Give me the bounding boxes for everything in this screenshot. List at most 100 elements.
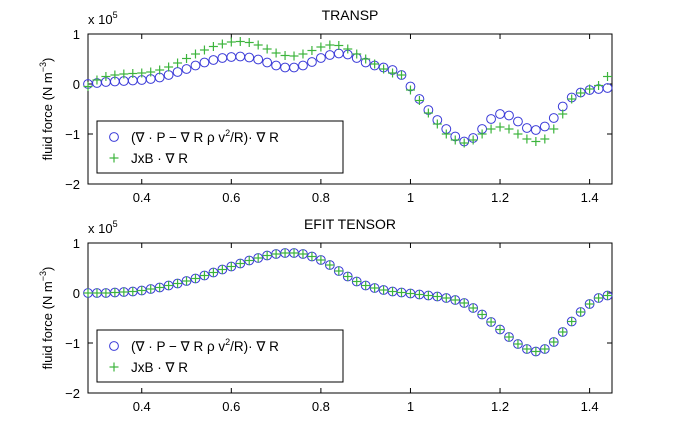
legend-marker-circle — [109, 132, 119, 142]
data-point-plus — [271, 249, 281, 259]
legend-label-main: JxB · ∇ R — [131, 360, 188, 375]
data-point-plus — [280, 51, 290, 60]
legend-label-tail: /R)· ∇ R — [230, 339, 279, 354]
y-axis-label-main: fluid force (N m — [40, 72, 55, 160]
data-point-plus — [540, 344, 550, 354]
data-point-plus — [405, 85, 415, 95]
data-point-plus — [486, 124, 496, 134]
data-point-plus — [226, 262, 236, 271]
data-point-plus — [343, 272, 353, 281]
series-plus — [83, 248, 613, 356]
data-point-plus — [199, 271, 209, 280]
data-point-plus — [110, 288, 120, 297]
x-tick-label: 0.6 — [222, 190, 240, 205]
data-point-circle — [181, 64, 192, 74]
data-point-plus — [146, 284, 156, 294]
data-point-circle — [226, 52, 237, 62]
data-point-plus — [217, 39, 227, 49]
data-point-circle — [253, 54, 264, 65]
data-point-plus — [173, 58, 183, 68]
scale-base: x 10 — [88, 12, 113, 27]
data-point-circle — [163, 70, 174, 80]
data-point-plus — [226, 37, 236, 47]
data-point-plus — [101, 288, 111, 298]
data-point-plus — [316, 42, 326, 52]
legend-label-main: (∇ · P − ∇ R ρ v — [131, 339, 225, 354]
data-point-plus — [450, 295, 460, 305]
data-point-plus — [137, 68, 147, 78]
chart-panel-2: EFIT TENSOR 0.4 0.6 0.8 1 1.2 1.4 1 0 −1 −2 x 105 fl… — [38, 216, 613, 414]
y-tick-label: −2 — [65, 177, 80, 192]
y-axis-label-close: ) — [40, 267, 55, 271]
data-point-plus — [603, 72, 613, 81]
data-point-circle — [504, 110, 514, 121]
data-point-circle — [244, 52, 255, 63]
data-point-plus — [190, 49, 200, 59]
data-point-plus — [379, 285, 389, 295]
x-tick-label: 0.8 — [312, 399, 330, 414]
data-point-plus — [92, 75, 102, 85]
data-point-plus — [217, 265, 227, 274]
data-point-circle — [262, 57, 273, 68]
data-point-plus — [83, 288, 93, 298]
data-point-plus — [379, 64, 389, 74]
data-point-plus — [316, 255, 326, 265]
x-tick-label: 1.4 — [581, 399, 599, 414]
data-point-plus — [155, 65, 165, 75]
data-point-plus — [513, 129, 523, 139]
data-point-plus — [361, 54, 371, 64]
data-point-plus — [495, 325, 505, 334]
data-point-plus — [414, 96, 424, 105]
data-point-plus — [262, 251, 272, 260]
x-tick-label: 1.2 — [491, 399, 509, 414]
data-point-plus — [244, 38, 254, 47]
legend-label: (∇ · P − ∇ R ρ v2/R)· ∇ R — [131, 337, 279, 354]
data-point-plus — [235, 37, 245, 46]
data-point-plus — [370, 59, 380, 69]
legend-label-exponent: 2 — [225, 337, 230, 347]
data-point-plus — [558, 109, 568, 119]
data-point-circle — [208, 55, 219, 65]
data-point-plus — [182, 276, 192, 286]
data-point-circle — [495, 109, 505, 119]
data-point-plus — [298, 249, 308, 259]
data-point-plus — [504, 124, 514, 134]
data-point-circle — [602, 83, 613, 93]
data-point-plus — [495, 122, 505, 132]
data-point-plus — [414, 290, 424, 299]
data-point-plus — [334, 41, 344, 50]
data-point-plus — [208, 42, 218, 51]
y-tick-label: 0 — [73, 286, 80, 301]
data-point-plus — [558, 327, 568, 337]
legend-label: JxB · ∇ R — [131, 360, 188, 375]
data-point-plus — [603, 291, 613, 300]
data-point-plus — [477, 129, 487, 139]
x-tick-label: 1.4 — [581, 190, 599, 205]
data-point-plus — [128, 69, 138, 78]
data-point-plus — [361, 281, 371, 290]
legend: (∇ · P − ∇ R ρ v2/R)· ∇ R JxB · ∇ R — [96, 120, 344, 174]
data-point-plus — [128, 287, 138, 296]
data-point-plus — [585, 299, 595, 309]
data-point-plus — [253, 253, 263, 263]
legend: (∇ · P − ∇ R ρ v2/R)· ∇ R JxB · ∇ R — [96, 329, 344, 383]
chart-panel-1: TRANSP 0.4 0.6 0.8 1 1.2 1.4 1 0 −1 −2 x 105 fluid f… — [38, 7, 613, 205]
data-point-plus — [155, 283, 165, 292]
x-tick-label: 0.8 — [312, 190, 330, 205]
data-point-plus — [567, 317, 577, 326]
data-point-plus — [522, 344, 532, 354]
legend-label-exponent: 2 — [225, 128, 230, 138]
data-point-plus — [110, 70, 120, 80]
data-point-plus — [137, 286, 147, 295]
y-axis-label: fluid force (N m−3) — [38, 267, 55, 370]
data-point-circle — [548, 113, 559, 123]
data-point-plus — [423, 291, 433, 300]
x-tick-label: 0.4 — [133, 190, 151, 205]
data-point-plus — [101, 72, 111, 81]
data-point-plus — [432, 292, 442, 301]
data-point-circle — [315, 53, 326, 63]
chart-title: EFIT TENSOR — [304, 216, 396, 232]
y-axis-label-close: ) — [40, 58, 55, 62]
data-point-plus — [173, 279, 183, 288]
